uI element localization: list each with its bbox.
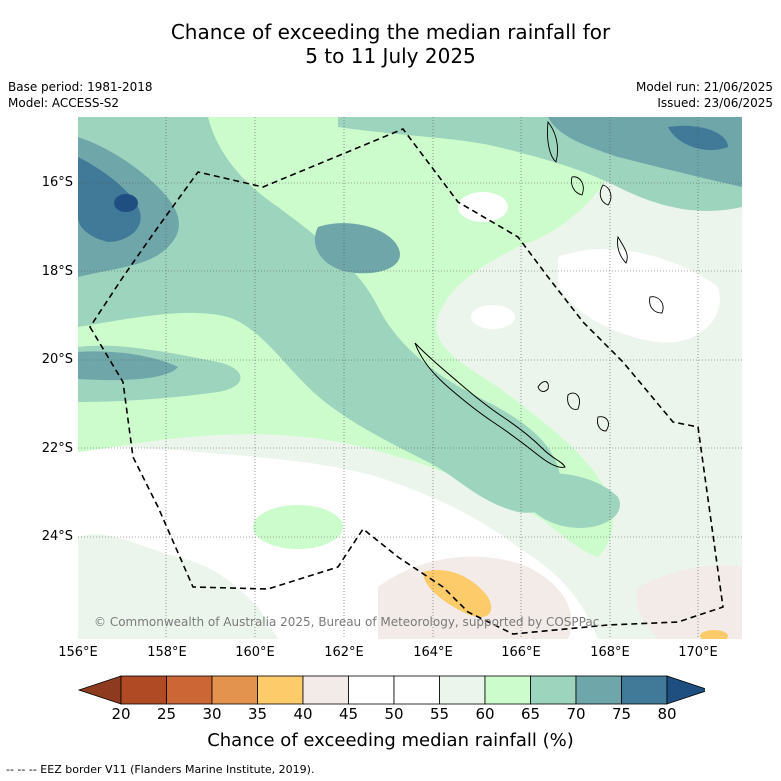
white-patch-1: [458, 192, 508, 222]
colorbar-tick: 30: [202, 705, 222, 723]
lon-label-166e: 166°E: [501, 645, 541, 660]
lon-label-158e: 158°E: [147, 645, 187, 660]
map-title-line-1: Chance of exceeding the median rainfall …: [170, 20, 611, 44]
colorbar-label: Chance of exceeding median rainfall (%): [207, 730, 574, 751]
colorbar-tick: 20: [111, 705, 131, 723]
map-title-line-2: 5 to 11 July 2025: [305, 44, 476, 68]
colorbar-tick: 35: [247, 705, 268, 723]
colorbar-cell: [257, 675, 304, 705]
rainfall-map: © Commonwealth of Australia 2025, Bureau…: [78, 117, 742, 639]
issued-date: Issued: 23/06/2025: [657, 96, 773, 110]
loyalty-islands: [537, 381, 609, 432]
colorbar-tick: 45: [338, 705, 359, 723]
meta-left: Base period: 1981-2018 Model: ACCESS-S2: [8, 79, 153, 111]
copyright-text: © Commonwealth of Australia 2025, Bureau…: [94, 615, 599, 629]
colorbar-cell: [393, 675, 440, 705]
colorbar-cell: [439, 675, 486, 705]
colorbar-cell: [211, 675, 258, 705]
vanuatu-islands: [547, 120, 664, 314]
colorbar-cell: [621, 675, 668, 705]
region-65-70: [78, 117, 561, 513]
region-75-80-ne: [668, 125, 728, 151]
model-run: Model run: 21/06/2025: [635, 80, 773, 94]
lat-label-22s: 22°S: [41, 441, 73, 456]
colorbar-tick: 60: [475, 705, 495, 723]
region-35-40-se: [700, 630, 728, 639]
graticule: [78, 117, 742, 639]
lat-label-16s: 16°S: [41, 175, 73, 190]
region-75-80: [78, 157, 141, 242]
colorbar-high-extend: [666, 675, 705, 705]
lat-label-20s: 20°S: [41, 352, 73, 367]
new-caledonia-coast: [414, 342, 566, 468]
white-patch-3: [558, 248, 720, 343]
region-above-80: [114, 194, 138, 212]
colorbar-tick: 25: [156, 705, 177, 723]
lon-label-170e: 170°E: [678, 645, 718, 660]
colorbar-low-extend: [78, 675, 122, 705]
meta-right: Model run: 21/06/2025 Issued: 23/06/2025: [636, 79, 773, 111]
region-70-75-center: [314, 223, 400, 274]
colorbar-tick: 70: [566, 705, 586, 723]
colorbar-cell: [166, 675, 213, 705]
region-65-70-east: [518, 473, 620, 528]
region-60-65-blob: [253, 505, 343, 549]
colorbar-tick: 75: [611, 705, 632, 723]
colorbar-tick: 55: [429, 705, 450, 723]
region-55-60-south: [78, 534, 278, 639]
colorbar-tick: 40: [293, 705, 313, 723]
white-patch-2: [471, 305, 515, 329]
colorbar-cell: [302, 675, 349, 705]
lon-label-160e: 160°E: [235, 645, 275, 660]
lon-label-162e: 162°E: [324, 645, 364, 660]
colorbar-tick: 65: [520, 705, 541, 723]
colorbar-tick: 80: [657, 705, 677, 723]
region-70-75-w: [78, 351, 178, 381]
base-period: Base period: 1981-2018: [8, 80, 153, 94]
region-40-45-se: [636, 565, 742, 639]
region-35-40: [423, 569, 492, 617]
colorbar-cell: [120, 675, 167, 705]
model-name: Model: ACCESS-S2: [8, 96, 120, 110]
lat-label-24s: 24°S: [41, 529, 73, 544]
colorbar-cell: [530, 675, 577, 705]
lon-label-168e: 168°E: [590, 645, 630, 660]
colorbar-cell: [484, 675, 531, 705]
colorbar-cell: [575, 675, 622, 705]
eez-border: [89, 128, 724, 635]
colorbar: [78, 675, 705, 705]
map-svg: © Commonwealth of Australia 2025, Bureau…: [78, 117, 742, 639]
lat-label-18s: 18°S: [41, 264, 73, 279]
eez-legend: -- -- -- EEZ border V11 (Flanders Marine…: [6, 763, 315, 776]
colorbar-tick: 50: [384, 705, 404, 723]
lon-label-156e: 156°E: [58, 645, 98, 660]
colorbar-cell: [348, 675, 395, 705]
lon-label-164e: 164°E: [413, 645, 453, 660]
